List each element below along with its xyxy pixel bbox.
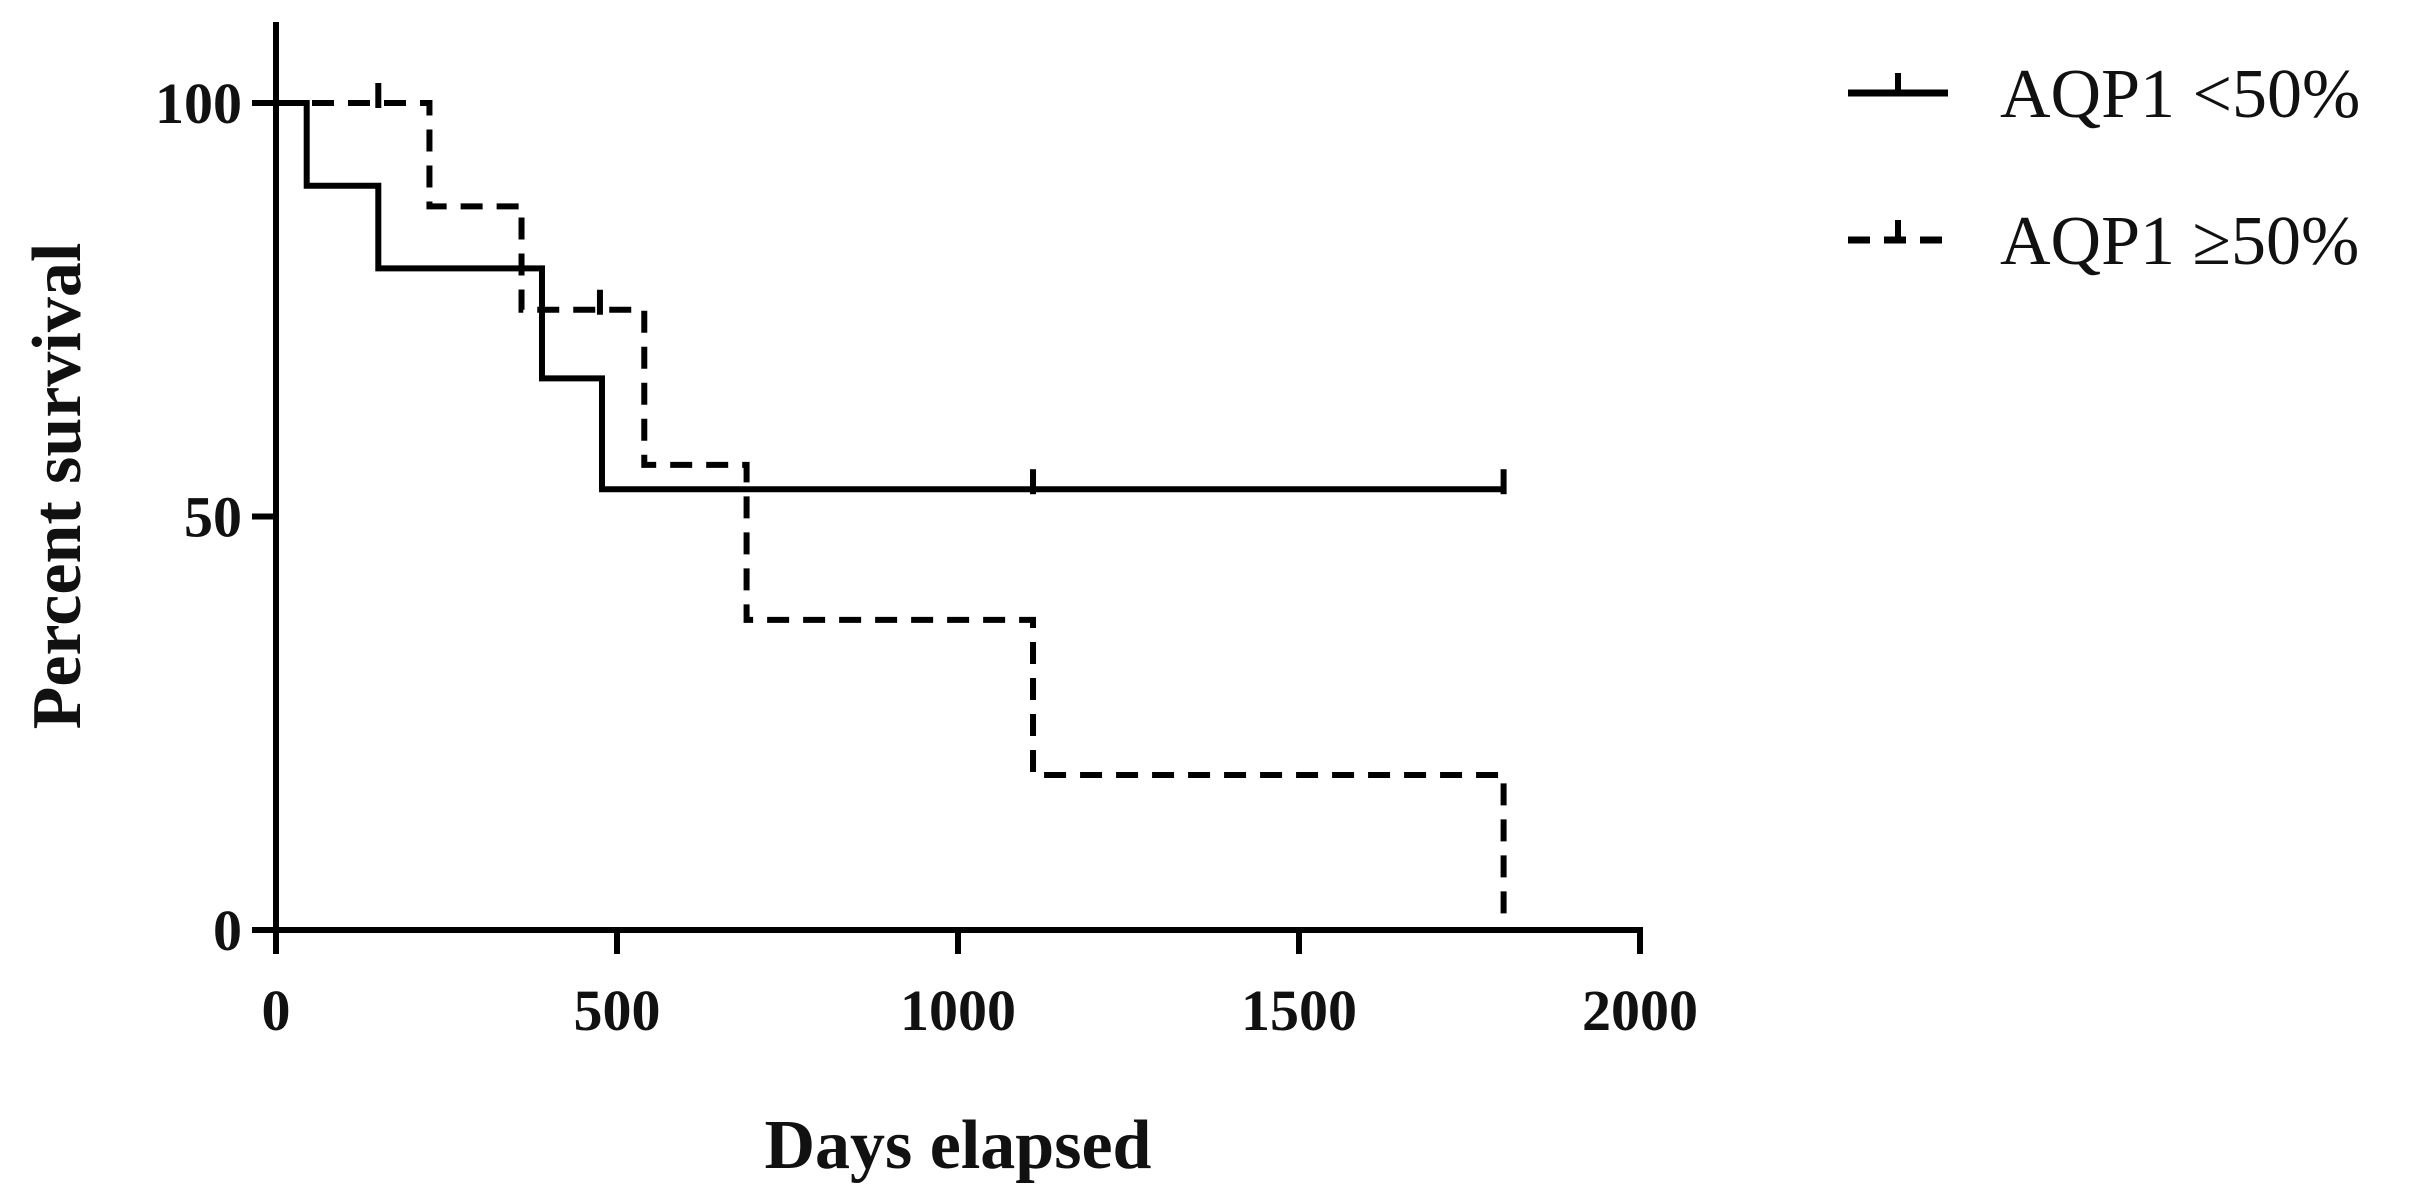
x-tick-label: 2000 (1582, 978, 1698, 1043)
y-tick-label: 50 (184, 485, 242, 550)
legend-label-1: AQP1 <50% (2000, 56, 2360, 133)
legend-label-2: AQP1 ≥50% (2000, 203, 2359, 280)
axes (273, 22, 1643, 933)
y-axis-title: Percent survival (19, 243, 96, 730)
tick-marks (252, 100, 1643, 954)
y-tick-label: 100 (155, 71, 242, 136)
x-tick-label: 1500 (1241, 978, 1357, 1043)
x-axis-title: Days elapsed (765, 1107, 1152, 1184)
x-tick-label: 0 (262, 978, 291, 1043)
x-tick-label: 1000 (900, 978, 1016, 1043)
series-line-2 (276, 100, 1507, 930)
plot-area (276, 83, 1507, 930)
x-tick-label: 500 (574, 978, 661, 1043)
tick-labels: 0 500 1000 1500 2000 0 50 100 (155, 71, 1698, 1043)
legend: AQP1 <50% AQP1 ≥50% (1848, 56, 2360, 280)
series-line-1 (276, 100, 1504, 493)
y-tick-label: 0 (213, 898, 242, 963)
